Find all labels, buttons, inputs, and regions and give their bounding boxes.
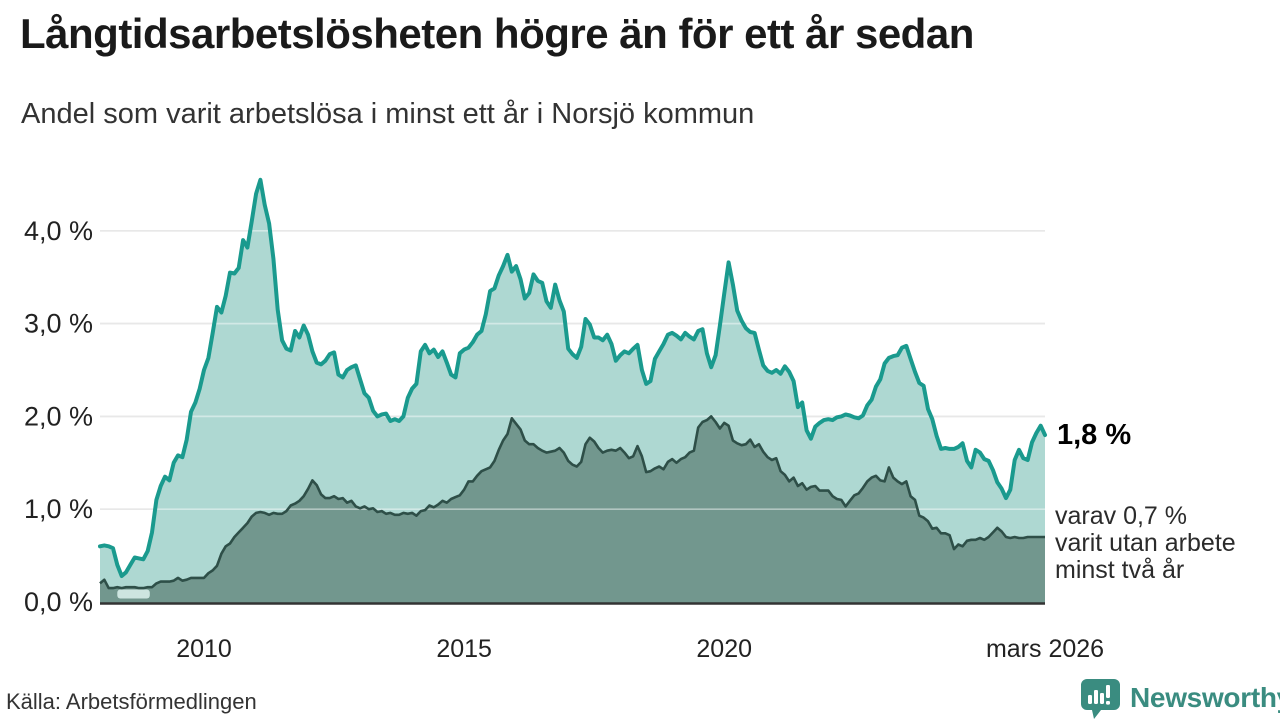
area-unemployed-2yr: [100, 416, 1045, 603]
newsworthy-logo-text: Newsworthy: [1130, 682, 1280, 713]
line-unemployed-1yr: [98, 177, 1047, 578]
note-line-2: varit utan arbete: [1055, 529, 1236, 557]
line-unemployed-2yr: [99, 415, 1045, 590]
x-tick-label: 2020: [696, 635, 752, 663]
newsworthy-logo[interactable]: Newsworthy: [1080, 678, 1280, 720]
chart-title: Långtidsarbetslösheten högre än för ett …: [20, 10, 974, 57]
y-tick-label: 1,0 %: [24, 494, 93, 524]
y-tick-label: 2,0 %: [24, 401, 93, 431]
y-tick-label: 0,0 %: [24, 587, 93, 617]
share-two-year-note: varav 0,7 % varit utan arbete minst två …: [1055, 503, 1236, 584]
newsworthy-logo-icon: [1081, 679, 1120, 719]
y-tick-label: 4,0 %: [24, 216, 93, 246]
note-line-1: varav 0,7 %: [1055, 502, 1188, 530]
source-label: Källa: Arbetsförmedlingen: [6, 689, 257, 714]
y-tick-label: 3,0 %: [24, 309, 93, 339]
chart-subtitle: Andel som varit arbetslösa i minst ett å…: [21, 98, 755, 130]
note-line-3: minst två år: [1055, 556, 1185, 584]
logo-bars-icon: [1088, 685, 1110, 705]
no-data-patch: [117, 589, 150, 599]
x-tick-label: mars 2026: [986, 635, 1104, 663]
x-tick-label: 2015: [436, 635, 492, 663]
end-value-label: 1,8 %: [1057, 419, 1132, 451]
x-tick-label: 2010: [176, 635, 232, 663]
